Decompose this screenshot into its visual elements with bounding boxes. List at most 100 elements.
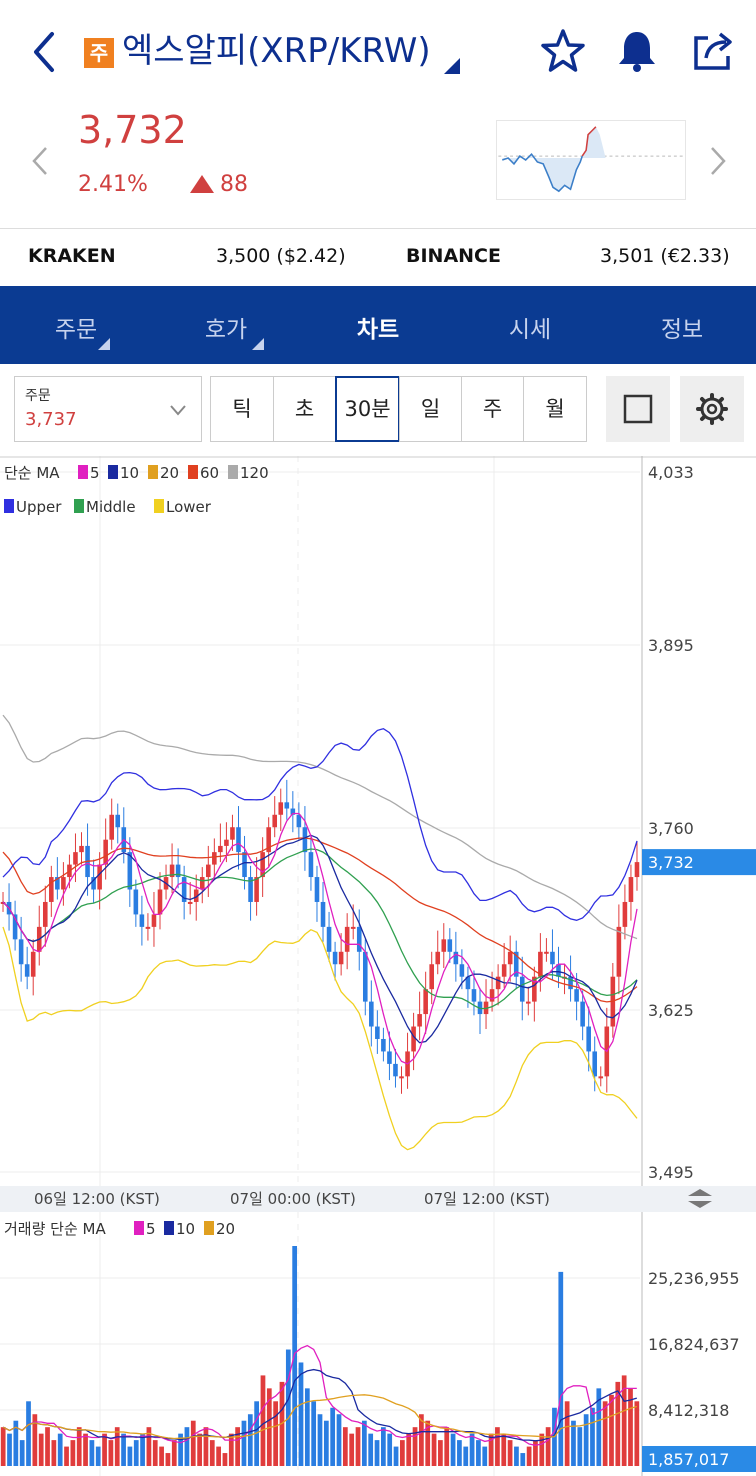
- candle: [308, 835, 314, 891]
- legend-item: 120: [240, 464, 269, 482]
- candle: [519, 956, 525, 1021]
- volume-bar: [342, 1427, 348, 1466]
- drawing-tool-button[interactable]: [606, 376, 670, 442]
- volume-bar: [83, 1433, 88, 1466]
- volume-bar: [285, 1349, 291, 1466]
- candle: [544, 938, 549, 962]
- legend-title: 단순 MA: [4, 464, 60, 482]
- candle: [169, 843, 175, 894]
- chart-settings-button[interactable]: [680, 376, 744, 442]
- back-icon[interactable]: [26, 28, 66, 76]
- timeframe-second[interactable]: 초: [273, 376, 336, 442]
- exchange-bar: KRAKEN 3,500 ($2.42) BINANCE 3,501 (€2.3…: [0, 228, 756, 286]
- candle: [97, 852, 102, 910]
- volume-bar: [298, 1362, 304, 1466]
- legend-swatch: [154, 499, 164, 513]
- share-icon[interactable]: [690, 28, 736, 74]
- legend-item: Upper: [16, 498, 62, 516]
- volume-bar: [127, 1446, 133, 1466]
- candle: [417, 991, 422, 1041]
- bell-icon[interactable]: [614, 28, 660, 74]
- legend-swatch: [204, 1221, 214, 1235]
- volume-bar: [171, 1440, 177, 1466]
- volume-bar: [273, 1401, 279, 1466]
- candle: [272, 796, 278, 838]
- volume-bar: [349, 1433, 355, 1466]
- candle: [513, 940, 519, 990]
- legend-item: 20: [160, 464, 179, 482]
- square-icon: [623, 394, 653, 424]
- candle: [236, 806, 241, 870]
- candle: [526, 986, 531, 1016]
- volume-bar: [247, 1414, 253, 1466]
- volume-bar: [0, 1427, 6, 1466]
- volume-bar: [26, 1401, 31, 1466]
- legend-swatch: [164, 1221, 174, 1235]
- candle: [423, 971, 428, 1034]
- vol-ma20-line: [2, 1394, 637, 1440]
- price-chart[interactable]: 06일 12:00 (KST) 07일 00:00 (KST) 07일 12:00 …: [0, 456, 756, 1476]
- x-time-label: 07일 12:00 (KST): [424, 1190, 550, 1208]
- legend-item: 5: [146, 1220, 156, 1238]
- legend-item: 20: [216, 1220, 235, 1238]
- gear-icon: [696, 393, 728, 425]
- current-price-marker: [642, 849, 756, 876]
- x-time-label: 06일 12:00 (KST): [34, 1190, 160, 1208]
- order-select-label: 주문: [25, 388, 51, 404]
- candle: [356, 909, 362, 971]
- candle: [115, 803, 121, 844]
- volume-bar: [564, 1401, 570, 1466]
- volume-bar: [558, 1271, 564, 1466]
- candle: [634, 840, 640, 891]
- volume-bar: [602, 1401, 608, 1466]
- timeframe-30min[interactable]: 30분: [335, 376, 400, 442]
- legend-swatch: [228, 465, 238, 479]
- page-title[interactable]: 엑스알피(XRP/KRW): [122, 31, 431, 71]
- candle: [139, 895, 145, 946]
- candle: [0, 892, 6, 912]
- order-select[interactable]: 주문 3,737: [14, 376, 202, 442]
- volume-bar: [514, 1446, 519, 1466]
- candle: [622, 884, 628, 940]
- volume-bar: [121, 1433, 126, 1466]
- timeframe-tick[interactable]: 틱: [210, 376, 274, 442]
- candle: [314, 865, 320, 922]
- volume-bar: [361, 1420, 367, 1466]
- volume-bar: [634, 1401, 640, 1466]
- volume-bar: [190, 1420, 196, 1466]
- tab-info[interactable]: 정보: [660, 317, 704, 343]
- resize-handle-icon[interactable]: [688, 1189, 712, 1208]
- up-triangle-icon: [190, 175, 214, 193]
- tab-order[interactable]: 주문: [54, 317, 98, 343]
- volume-bar: [520, 1453, 526, 1466]
- candle: [399, 1066, 404, 1094]
- volume-bar: [152, 1440, 158, 1466]
- candle: [109, 798, 114, 850]
- candle: [24, 946, 30, 990]
- tab-quotes[interactable]: 시세: [508, 317, 552, 343]
- candle: [278, 788, 284, 831]
- legend-swatch: [4, 499, 14, 513]
- volume-bar: [539, 1433, 545, 1466]
- timeframe-week[interactable]: 주: [461, 376, 524, 442]
- volume-bar: [450, 1433, 456, 1466]
- candle: [326, 911, 332, 962]
- volume-bar: [577, 1427, 583, 1466]
- candle: [507, 935, 513, 982]
- volume-bar: [95, 1446, 101, 1466]
- next-arrow-icon[interactable]: [708, 146, 728, 176]
- prev-arrow-icon[interactable]: [30, 146, 50, 176]
- bollinger-upper-line: [2, 727, 638, 921]
- timeframe-month[interactable]: 월: [523, 376, 587, 442]
- dropdown-corner-icon[interactable]: [444, 58, 460, 74]
- volume-bar: [70, 1440, 76, 1466]
- star-icon[interactable]: [540, 28, 586, 74]
- volume-bar: [431, 1433, 437, 1466]
- volume-bar: [501, 1433, 507, 1466]
- tab-chart[interactable]: 차트: [356, 317, 400, 343]
- volume-bar: [38, 1433, 44, 1466]
- tab-orderbook[interactable]: 호가: [204, 317, 248, 343]
- timeframe-day[interactable]: 일: [399, 376, 462, 442]
- volume-bar: [406, 1433, 412, 1466]
